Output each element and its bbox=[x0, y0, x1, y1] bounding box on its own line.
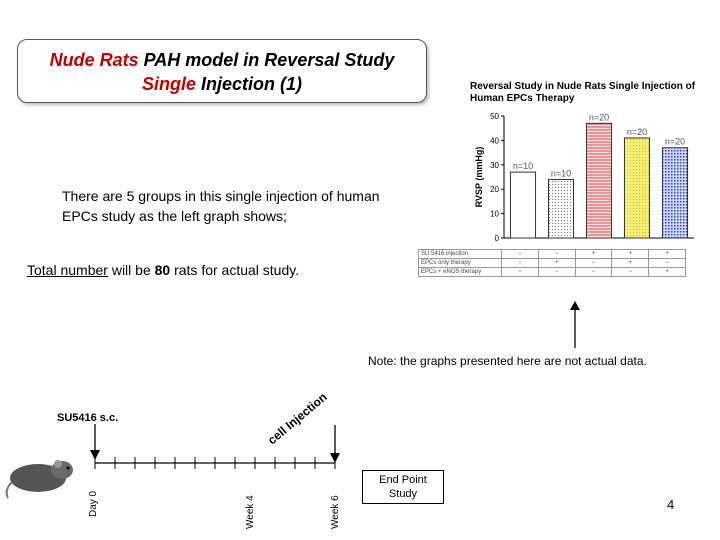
bar-1 bbox=[509, 171, 537, 239]
up-arrow bbox=[570, 301, 580, 348]
endpoint-line-1: End Point bbox=[379, 474, 427, 486]
bar-5 bbox=[661, 147, 689, 239]
total-number: 80 bbox=[154, 262, 171, 278]
total-underlined: Total number bbox=[27, 262, 108, 278]
bar-label-3: n=20 bbox=[589, 112, 609, 122]
bar-chart: 0 10 20 30 40 50 RVSP (mmHg) n=10 n=10 n=20 n=20 n=… bbox=[474, 112, 694, 243]
row-label: EPCs + eNOS therapy bbox=[418, 267, 502, 277]
bar-label-2: n=10 bbox=[551, 168, 571, 178]
table-cell: + bbox=[648, 249, 686, 259]
total-text: Total number will be 80 rats for actual … bbox=[27, 262, 299, 278]
table-cell: + bbox=[611, 249, 650, 259]
title-red-2: Single bbox=[141, 74, 196, 94]
table-cell: − bbox=[501, 258, 539, 268]
table-cell: + bbox=[574, 249, 613, 259]
table-cell: − bbox=[611, 267, 650, 277]
page-number: 4 bbox=[667, 497, 675, 512]
table-cell: − bbox=[537, 249, 576, 259]
table-cell: + bbox=[537, 258, 576, 268]
row-label: SU 5416 injection bbox=[418, 249, 502, 259]
treatment-table: SU 5416 injection − − + + + EPCs only therapy −… bbox=[418, 249, 686, 277]
table-cell: − bbox=[501, 267, 539, 277]
y-axis-label: RVSP (mmHg) bbox=[474, 147, 484, 208]
title-line-2: Single Injection (1) bbox=[18, 72, 426, 96]
cell-injection-label: cell Injection bbox=[265, 390, 330, 447]
y-tick-label: 50 bbox=[490, 112, 499, 121]
table-row: SU 5416 injection − − + + + bbox=[418, 249, 686, 259]
table-cell: + bbox=[648, 267, 686, 277]
intro-text: There are 5 groups in this single inject… bbox=[62, 188, 380, 224]
bar-label-1: n=10 bbox=[513, 161, 533, 171]
y-tick-label: 10 bbox=[490, 210, 499, 219]
table-cell: + bbox=[611, 258, 650, 268]
title-red-1: Nude Rats bbox=[49, 50, 139, 70]
table-cell: − bbox=[537, 267, 576, 277]
bar-label-5: n=20 bbox=[665, 137, 685, 147]
endpoint-box: End Point Study bbox=[362, 470, 444, 504]
timeline bbox=[5, 424, 340, 499]
svg-text:cell Injection: cell Injection bbox=[265, 390, 330, 447]
total-middle: will be bbox=[107, 262, 155, 278]
title-line-1: Nude Rats PAH model in Reversal Study bbox=[18, 48, 426, 72]
endpoint-line-2: Study bbox=[388, 488, 418, 500]
table-cell: − bbox=[574, 258, 613, 268]
table-row: EPCs only therapy − + − + − bbox=[418, 258, 686, 268]
table-cell: − bbox=[648, 258, 686, 268]
day0-label: Day 0 bbox=[88, 490, 99, 517]
week6-label: Week 6 bbox=[330, 495, 341, 529]
title-rest-2: Injection (1) bbox=[196, 74, 303, 94]
note-text: Note: the graphs presented here are not … bbox=[368, 354, 647, 368]
table-row: EPCs + eNOS therapy − − − − + bbox=[418, 267, 686, 277]
su5416-label: SU5416 s.c. bbox=[57, 412, 119, 424]
y-tick-label: 30 bbox=[490, 161, 499, 170]
bar-label-4: n=20 bbox=[627, 127, 647, 137]
title-box: Nude Rats PAH model in Reversal Study Si… bbox=[17, 39, 427, 103]
y-tick-label: 0 bbox=[495, 234, 500, 243]
table-cell: − bbox=[574, 267, 613, 277]
chart-title: Reversal Study in Nude Rats Single Injec… bbox=[470, 81, 696, 104]
week4-label: Week 4 bbox=[245, 495, 256, 529]
table-cell: − bbox=[501, 249, 539, 259]
row-label: EPCs only therapy bbox=[418, 258, 502, 268]
total-rest: rats for actual study. bbox=[170, 262, 300, 278]
y-tick-label: 20 bbox=[490, 185, 499, 194]
bar-3 bbox=[585, 122, 613, 239]
bar-4 bbox=[623, 137, 651, 239]
y-tick-label: 40 bbox=[490, 136, 499, 145]
bar-2 bbox=[547, 178, 575, 239]
title-rest-1: PAH model in Reversal Study bbox=[138, 50, 395, 70]
